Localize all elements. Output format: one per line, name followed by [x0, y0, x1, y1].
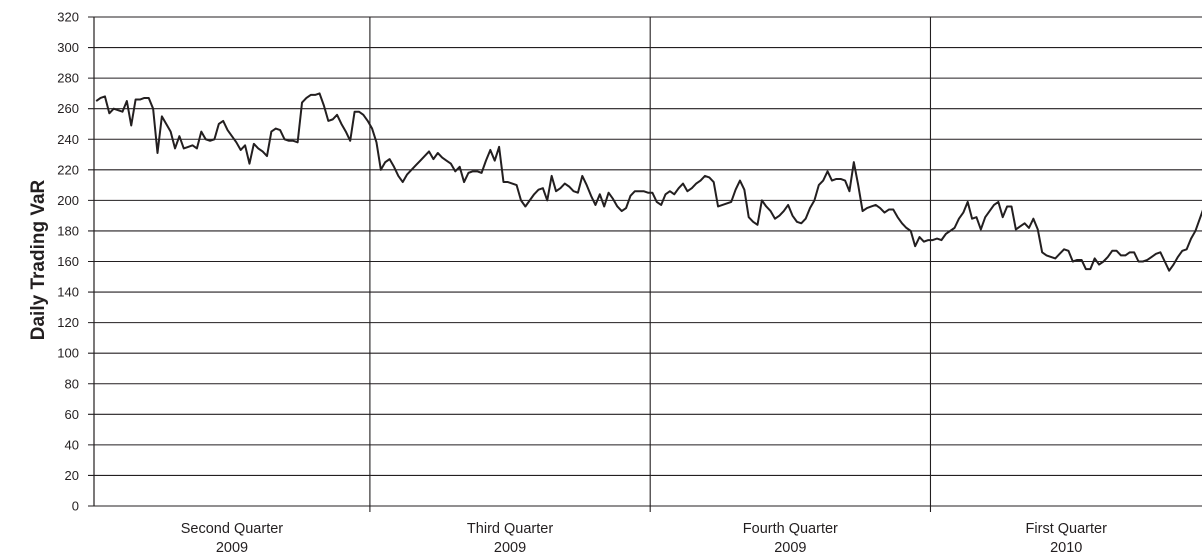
x-category-year: 2009	[494, 540, 526, 556]
series-lines	[95, 92, 1202, 272]
y-axis-title: Daily Trading VaR	[28, 179, 49, 340]
x-category-year: 2009	[216, 540, 248, 556]
y-tick-label: 200	[57, 193, 79, 208]
y-tick-label: 220	[57, 162, 79, 177]
y-tick-label: 120	[57, 315, 79, 330]
y-axis-tick-labels: 0 20 40 60 80 100 120 140 160 180 200 220 240 260 280 3…	[57, 10, 79, 514]
series-line-0	[95, 92, 1202, 272]
y-tick-label: 180	[57, 223, 79, 238]
horizontal-gridlines	[88, 16, 1202, 507]
quarter-dividers	[369, 17, 932, 512]
y-tick-label: 300	[57, 40, 79, 55]
x-category-label: Third Quarter	[467, 521, 553, 537]
y-tick-label: 0	[72, 499, 79, 514]
y-tick-label: 80	[65, 376, 79, 391]
y-tick-label: 100	[57, 346, 79, 361]
x-category-label: Fourth Quarter	[743, 521, 838, 537]
y-tick-label: 260	[57, 101, 79, 116]
y-tick-label: 280	[57, 71, 79, 86]
y-tick-label: 20	[65, 468, 79, 483]
x-category-year: 2010	[1050, 540, 1082, 556]
x-category-label: First Quarter	[1026, 521, 1108, 537]
y-tick-label: 320	[57, 10, 79, 25]
x-axis-category-labels: Second Quarter 2009 Third Quarter 2009 Fourt…	[181, 521, 1107, 556]
x-category-label: Second Quarter	[181, 521, 284, 537]
y-tick-label: 60	[65, 407, 79, 422]
y-tick-label: 40	[65, 437, 79, 452]
y-tick-label: 140	[57, 285, 79, 300]
x-category-year: 2009	[774, 540, 806, 556]
y-tick-label: 160	[57, 254, 79, 269]
y-tick-label: 240	[57, 132, 79, 147]
